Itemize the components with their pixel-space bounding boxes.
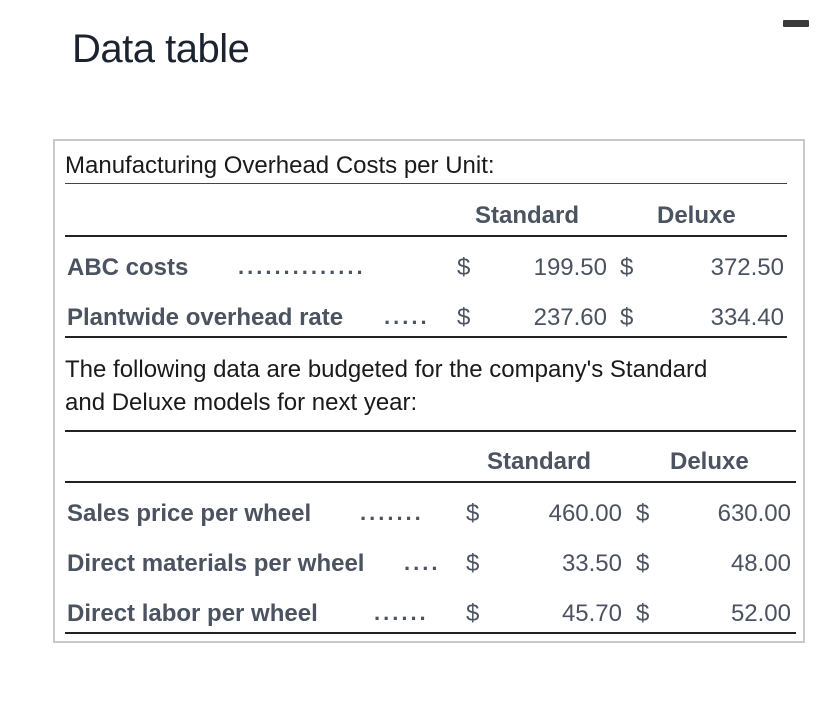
col-header-deluxe: Deluxe	[657, 202, 736, 229]
minimize-icon[interactable]	[783, 20, 809, 27]
overhead-heading: Manufacturing Overhead Costs per Unit:	[65, 152, 495, 179]
row-label-plantwide-overhead-rate: Plantwide overhead rate	[67, 304, 344, 331]
leader-dots: ....	[404, 550, 441, 575]
currency-symbol: $	[466, 600, 480, 627]
col-header-standard: Standard	[475, 202, 580, 229]
leader-dots: ..............	[238, 254, 366, 279]
value-sales-price-standard: 460.00	[548, 500, 622, 527]
currency-symbol: $	[466, 550, 480, 577]
data-table-panel	[53, 139, 805, 643]
col-header-standard: Standard	[487, 448, 592, 475]
header-divider	[65, 235, 787, 237]
row-label-sales-price: Sales price per wheel	[67, 500, 312, 527]
currency-symbol: $	[457, 254, 471, 281]
section1-bottom-divider	[65, 336, 787, 338]
row-label-direct-labor: Direct labor per wheel	[67, 600, 318, 627]
value-direct-materials-deluxe: 48.00	[730, 550, 791, 577]
currency-symbol: $	[620, 254, 634, 281]
note-divider	[65, 430, 796, 432]
value-abc-deluxe: 372.50	[710, 254, 784, 281]
currency-symbol: $	[457, 304, 471, 331]
header-divider	[65, 481, 796, 483]
value-plantwide-deluxe: 334.40	[710, 304, 784, 331]
value-direct-labor-deluxe: 52.00	[730, 600, 791, 627]
leader-dots: .....	[384, 304, 430, 329]
currency-symbol: $	[636, 600, 650, 627]
budget-note-line2: and Deluxe models for next year:	[65, 389, 418, 416]
budget-note-line1: The following data are budgeted for the …	[65, 356, 708, 383]
currency-symbol: $	[636, 500, 650, 527]
value-direct-materials-standard: 33.50	[561, 550, 622, 577]
heading-divider	[65, 183, 787, 184]
page-title: Data table	[72, 27, 250, 71]
col-header-deluxe: Deluxe	[670, 448, 749, 475]
value-abc-standard: 199.50	[533, 254, 607, 281]
row-label-direct-materials: Direct materials per wheel	[67, 550, 365, 577]
leader-dots: .......	[360, 500, 424, 525]
currency-symbol: $	[636, 550, 650, 577]
row-label-abc-costs: ABC costs	[67, 254, 189, 281]
currency-symbol: $	[620, 304, 634, 331]
value-direct-labor-standard: 45.70	[561, 600, 622, 627]
section2-bottom-divider	[65, 632, 796, 634]
value-plantwide-standard: 237.60	[533, 304, 607, 331]
currency-symbol: $	[466, 500, 480, 527]
value-sales-price-deluxe: 630.00	[717, 500, 791, 527]
leader-dots: ......	[374, 600, 429, 625]
